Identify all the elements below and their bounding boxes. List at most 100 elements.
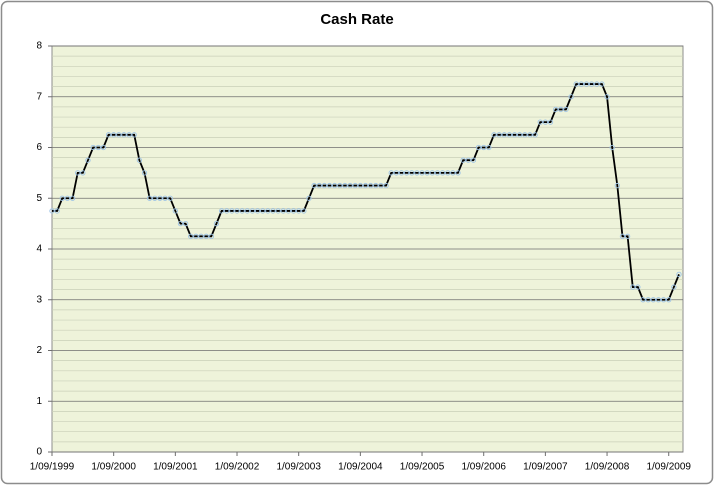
data-point	[522, 132, 528, 138]
data-point	[326, 182, 333, 189]
data-point	[393, 170, 399, 176]
data-point	[290, 208, 297, 214]
data-point	[224, 208, 230, 214]
data-point	[296, 208, 302, 214]
data-point	[419, 170, 425, 176]
data-point	[511, 132, 518, 138]
data-point	[85, 157, 91, 163]
data-point	[481, 144, 487, 151]
data-point	[352, 182, 358, 189]
data-point	[547, 119, 554, 125]
data-point	[671, 284, 677, 290]
data-point	[126, 132, 132, 138]
chart-title: Cash Rate	[320, 11, 393, 28]
data-point	[301, 208, 307, 214]
x-tick-label: 1/09/2001	[153, 462, 198, 473]
data-point	[403, 170, 410, 176]
data-point	[321, 182, 328, 189]
data-point	[116, 132, 122, 138]
data-point	[213, 220, 220, 227]
data-point	[655, 297, 662, 303]
y-tick-label: 0	[36, 447, 42, 458]
x-tick-label: 1/09/2006	[461, 462, 506, 473]
data-point	[172, 208, 178, 214]
data-point	[131, 132, 137, 138]
data-point	[491, 132, 497, 138]
y-tick-label: 7	[36, 91, 42, 102]
data-point	[152, 195, 158, 201]
y-tick-label: 6	[36, 142, 42, 153]
data-point	[260, 208, 266, 214]
x-tick-label: 1/09/2002	[215, 462, 260, 473]
data-point	[414, 170, 420, 176]
data-point	[470, 157, 477, 163]
data-point	[362, 182, 369, 189]
data-point	[439, 170, 446, 176]
data-point	[588, 81, 595, 87]
data-point	[167, 195, 173, 201]
data-point	[306, 195, 312, 201]
data-point	[609, 144, 615, 151]
data-point	[475, 144, 482, 151]
data-point	[506, 132, 513, 138]
data-point	[100, 144, 107, 151]
data-point	[619, 233, 626, 239]
data-point	[614, 182, 620, 189]
data-point	[285, 208, 292, 214]
data-point	[573, 81, 579, 87]
data-point	[537, 119, 543, 125]
data-point	[95, 144, 101, 151]
data-point	[650, 297, 656, 303]
data-point	[347, 182, 353, 189]
y-tick-label: 5	[36, 193, 42, 204]
y-tick-label: 3	[36, 294, 42, 305]
data-point	[275, 208, 281, 214]
data-point	[182, 220, 189, 227]
data-point	[270, 208, 276, 214]
data-point	[434, 170, 441, 176]
data-point	[265, 208, 271, 214]
data-point	[578, 81, 585, 87]
data-point	[193, 233, 199, 239]
data-point	[249, 208, 256, 214]
data-point	[218, 208, 225, 214]
x-tick-label: 1/09/2004	[338, 462, 383, 473]
data-point	[80, 170, 86, 176]
data-point	[59, 195, 65, 201]
data-point	[49, 208, 55, 214]
data-point	[604, 94, 610, 100]
data-point	[563, 106, 569, 113]
data-point	[162, 195, 168, 201]
x-tick-label: 1/09/2009	[646, 462, 691, 473]
data-point	[332, 182, 338, 189]
data-point	[640, 297, 646, 303]
data-point	[558, 106, 564, 113]
data-point	[388, 170, 394, 176]
data-point	[624, 233, 631, 239]
data-point	[527, 132, 533, 138]
data-point	[229, 208, 235, 214]
y-tick-label: 1	[36, 396, 42, 407]
x-tick-label: 1/09/2000	[91, 462, 136, 473]
data-point	[568, 94, 574, 100]
data-point	[409, 170, 415, 176]
data-point	[316, 182, 322, 189]
data-point	[553, 106, 559, 113]
data-point	[234, 208, 240, 214]
data-point	[311, 182, 317, 189]
data-point	[445, 170, 451, 176]
data-point	[146, 195, 153, 201]
data-point	[450, 170, 456, 176]
data-point	[398, 170, 405, 176]
data-point	[599, 81, 605, 87]
data-point	[105, 132, 112, 138]
data-point	[188, 233, 194, 239]
data-point	[357, 182, 364, 189]
data-point	[367, 182, 374, 189]
data-point	[280, 208, 286, 214]
data-point	[496, 132, 502, 138]
data-point	[630, 284, 636, 290]
data-point	[660, 297, 667, 303]
